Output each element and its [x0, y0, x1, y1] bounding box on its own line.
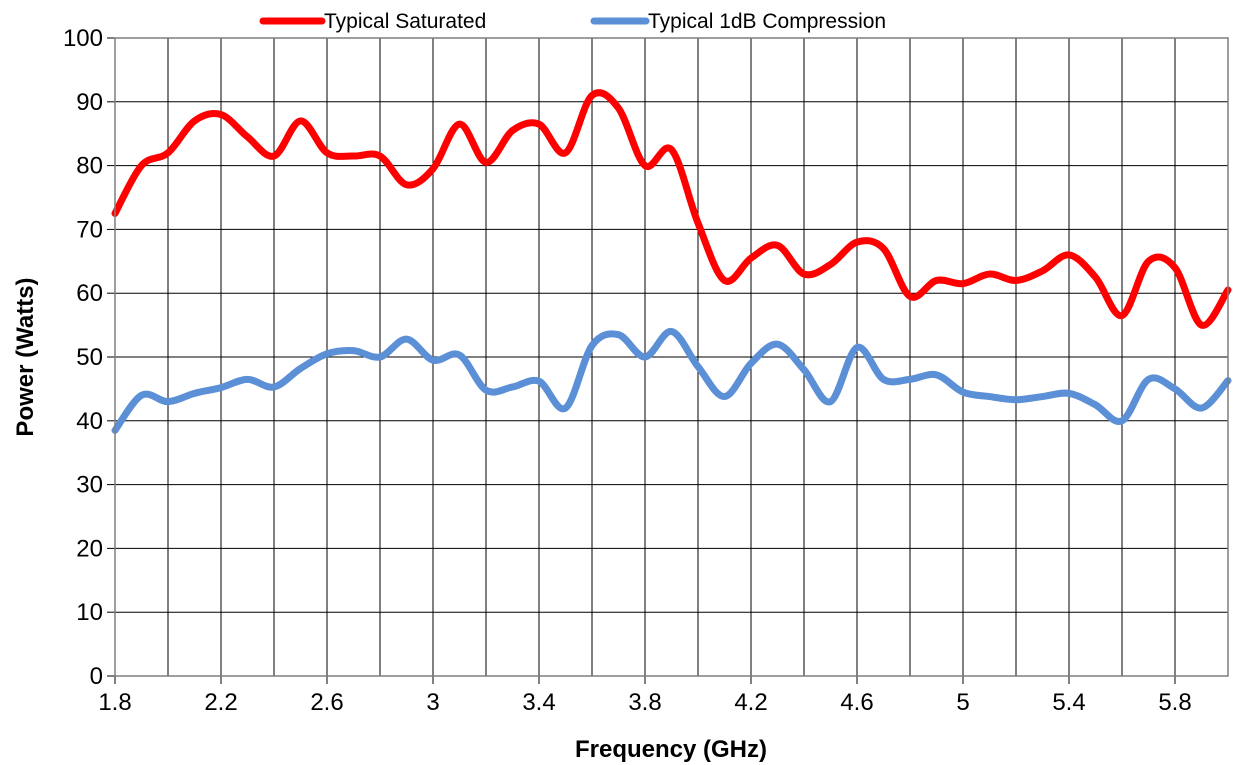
legend-label-1: Typical 1dB Compression	[648, 10, 886, 33]
x-tick-label: 3.8	[628, 689, 661, 716]
y-tick-label: 10	[76, 599, 103, 626]
x-tick-label: 3	[426, 689, 439, 716]
y-tick-label: 90	[76, 89, 103, 116]
y-tick-label: 100	[63, 25, 103, 52]
y-tick-label: 60	[76, 280, 103, 307]
x-tick-label: 4.6	[840, 689, 873, 716]
y-tick-label: 50	[76, 344, 103, 371]
x-axis-title: Frequency (GHz)	[575, 736, 767, 763]
legend: Typical Saturated Typical 1dB Compression	[259, 10, 886, 33]
legend-label-0: Typical Saturated	[324, 10, 486, 33]
x-tick-label: 2.2	[204, 689, 237, 716]
series-line-1	[111, 327, 1232, 434]
series-line-0	[111, 89, 1232, 329]
y-tick-label: 20	[76, 535, 103, 562]
y-tick-label: 30	[76, 472, 103, 499]
x-axis-ticks: 1.8 2.2 2.6 3 3.4 3.8 4.2 4.6 5 5.4 5.8	[98, 689, 1191, 716]
x-tick-label: 1.8	[98, 689, 131, 716]
y-tick-label: 40	[76, 408, 103, 435]
x-tick-label: 5	[956, 689, 969, 716]
x-tick-label: 5.4	[1052, 689, 1085, 716]
grid-lines	[107, 37, 1228, 684]
y-axis-title: Power (Watts)	[12, 277, 39, 436]
y-tick-label: 80	[76, 153, 103, 180]
series-layer	[111, 89, 1232, 434]
y-tick-label: 0	[90, 663, 103, 690]
y-axis-ticks: 0 10 20 30 40 50 60 70 80 90 100	[63, 25, 103, 690]
plot-area-border	[114, 37, 1229, 677]
x-tick-label: 5.8	[1158, 689, 1191, 716]
y-tick-label: 70	[76, 216, 103, 243]
x-tick-label: 3.4	[522, 689, 555, 716]
x-tick-label: 2.6	[310, 689, 343, 716]
x-tick-label: 4.2	[734, 689, 767, 716]
